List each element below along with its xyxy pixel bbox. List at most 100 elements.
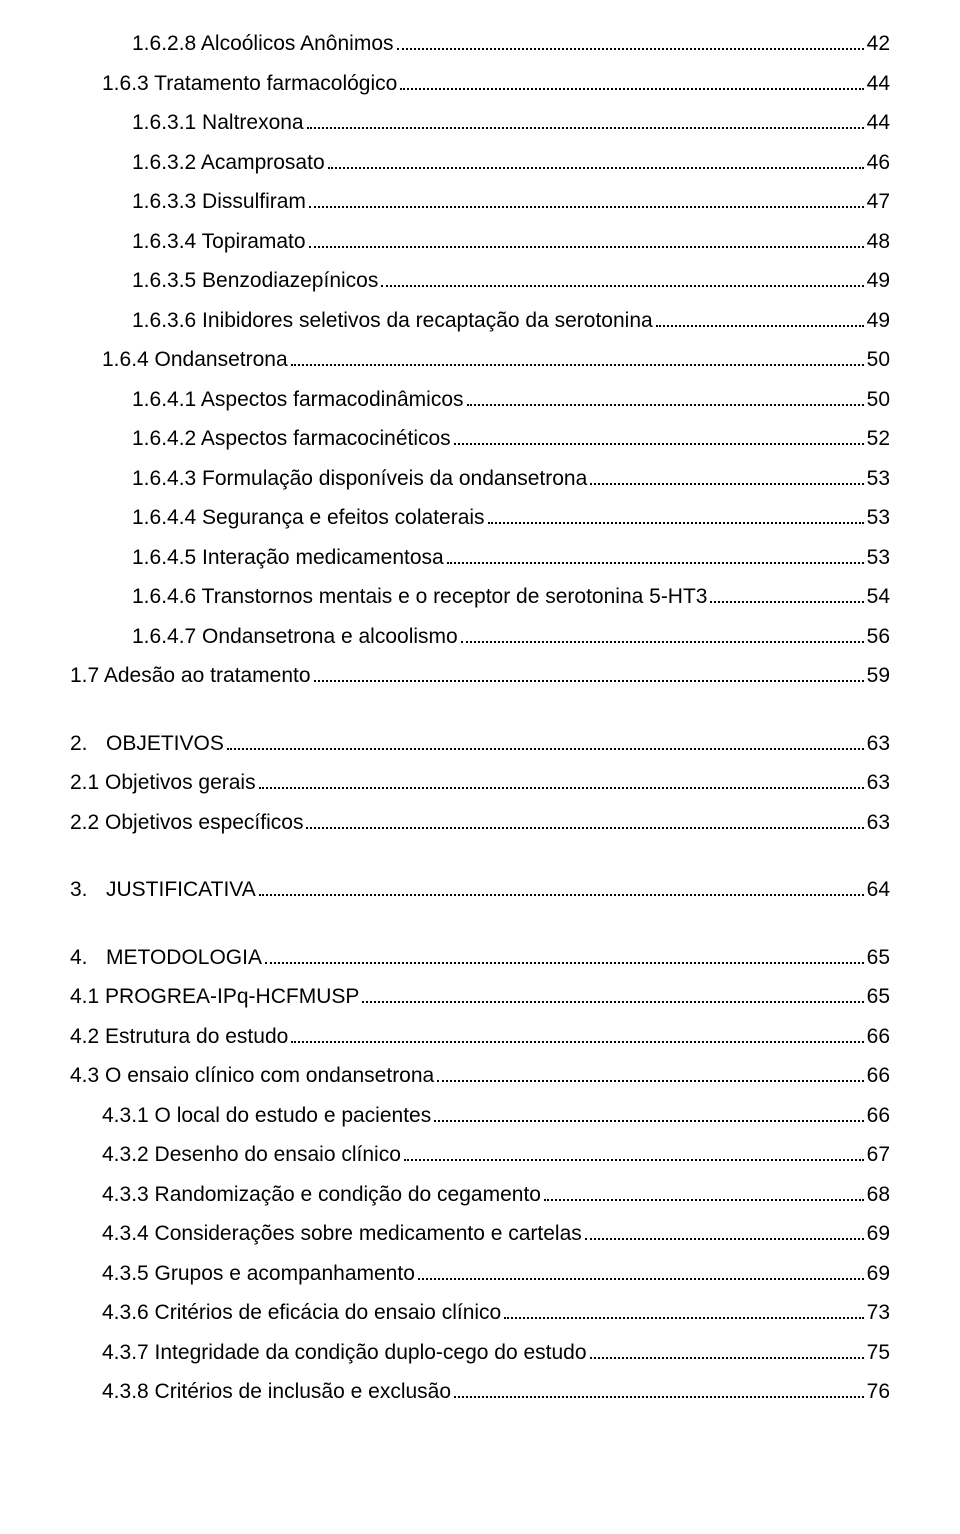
toc-entry-page: 42 xyxy=(867,24,890,64)
toc-entry-page: 52 xyxy=(867,419,890,459)
toc-entry-label: 1.6.3.2 Acamprosato xyxy=(132,143,325,183)
toc-entry-number: 2. xyxy=(70,724,106,764)
toc-dot-leader xyxy=(328,150,864,169)
toc-entry-label: 1.6.4.3 Formulação disponíveis da ondans… xyxy=(132,459,587,499)
toc-dot-leader xyxy=(309,229,864,248)
toc-entry-page: 54 xyxy=(867,577,890,617)
toc-entry-page: 75 xyxy=(867,1333,890,1373)
toc-entry-page: 50 xyxy=(867,340,890,380)
table-of-contents: 1.6.2.8 Alcoólicos Anônimos 421.6.3 Trat… xyxy=(70,24,890,1412)
toc-entry-label: 1.6.3.5 Benzodiazepínicos xyxy=(132,261,378,301)
toc-entry-page: 46 xyxy=(867,143,890,183)
toc-entry: 1.6.4.1 Aspectos farmacodinâmicos 50 xyxy=(70,380,890,420)
toc-entry: 1.7 Adesão ao tratamento 59 xyxy=(70,656,890,696)
toc-entry-label: 1.7 Adesão ao tratamento xyxy=(70,656,311,696)
toc-dot-leader xyxy=(461,624,864,643)
toc-entry-page: 56 xyxy=(867,617,890,657)
toc-entry: 1.6.4.3 Formulação disponíveis da ondans… xyxy=(70,459,890,499)
toc-entry: 4.3.5 Grupos e acompanhamento 69 xyxy=(70,1254,890,1294)
toc-entry: 1.6.2.8 Alcoólicos Anônimos 42 xyxy=(70,24,890,64)
toc-dot-leader xyxy=(291,1024,863,1043)
toc-entry-page: 49 xyxy=(867,261,890,301)
toc-dot-leader xyxy=(404,1142,864,1161)
toc-entry-page: 64 xyxy=(867,870,890,910)
toc-dot-leader xyxy=(362,984,863,1003)
toc-dot-leader xyxy=(381,268,863,287)
toc-dot-leader xyxy=(259,770,864,789)
toc-entry-label: 4.3.7 Integridade da condição duplo-cego… xyxy=(102,1333,587,1373)
toc-dot-leader xyxy=(656,308,864,327)
toc-dot-leader xyxy=(544,1182,864,1201)
toc-entry: 4.3 O ensaio clínico com ondansetrona 66 xyxy=(70,1056,890,1096)
toc-entry: 1.6.3.1 Naltrexona 44 xyxy=(70,103,890,143)
toc-entry-label: 1.6.3 Tratamento farmacológico xyxy=(102,64,397,104)
toc-dot-leader xyxy=(418,1261,864,1280)
toc-entry: 1.6.4.2 Aspectos farmacocinéticos 52 xyxy=(70,419,890,459)
toc-dot-leader xyxy=(400,71,863,90)
toc-dot-leader xyxy=(467,387,864,406)
toc-entry-page: 47 xyxy=(867,182,890,222)
toc-dot-leader xyxy=(309,189,864,208)
toc-entry-page: 50 xyxy=(867,380,890,420)
toc-dot-leader xyxy=(259,877,864,896)
toc-entry: 4.METODOLOGIA 65 xyxy=(70,938,890,978)
toc-dot-leader xyxy=(291,347,864,366)
toc-dot-leader xyxy=(265,945,864,964)
toc-dot-leader xyxy=(710,584,863,603)
toc-entry: 4.3.6 Critérios de eficácia do ensaio cl… xyxy=(70,1293,890,1333)
toc-entry-label: 1.6.3.1 Naltrexona xyxy=(132,103,304,143)
toc-entry-label: 4.3.4 Considerações sobre medicamento e … xyxy=(102,1214,582,1254)
toc-dot-leader xyxy=(504,1300,863,1319)
toc-entry-title: OBJETIVOS xyxy=(106,724,224,764)
toc-dot-leader xyxy=(590,1340,864,1359)
toc-entry-label: 4.2 Estrutura do estudo xyxy=(70,1017,288,1057)
toc-entry-label: 1.6.3.3 Dissulfiram xyxy=(132,182,306,222)
toc-dot-leader xyxy=(227,731,864,750)
toc-entry: 4.3.7 Integridade da condição duplo-cego… xyxy=(70,1333,890,1373)
toc-entry-page: 68 xyxy=(867,1175,890,1215)
toc-entry-page: 44 xyxy=(867,103,890,143)
toc-entry: 4.3.4 Considerações sobre medicamento e … xyxy=(70,1214,890,1254)
toc-dot-leader xyxy=(454,426,864,445)
toc-dot-leader xyxy=(590,466,863,485)
toc-dot-leader xyxy=(447,545,864,564)
toc-entry-page: 66 xyxy=(867,1056,890,1096)
toc-dot-leader xyxy=(437,1063,863,1082)
toc-entry-page: 53 xyxy=(867,498,890,538)
toc-entry: 4.3.3 Randomização e condição do cegamen… xyxy=(70,1175,890,1215)
toc-entry: 4.3.8 Critérios de inclusão e exclusão 7… xyxy=(70,1372,890,1412)
toc-entry-label: 4.3.5 Grupos e acompanhamento xyxy=(102,1254,415,1294)
toc-entry: 4.3.1 O local do estudo e pacientes 66 xyxy=(70,1096,890,1136)
toc-entry-number: 3. xyxy=(70,870,106,910)
toc-entry-label: 4.1 PROGREA-IPq-HCFMUSP xyxy=(70,977,359,1017)
toc-entry-page: 63 xyxy=(867,763,890,803)
toc-entry: 3.JUSTIFICATIVA 64 xyxy=(70,870,890,910)
toc-dot-leader xyxy=(307,110,864,129)
toc-dot-leader xyxy=(306,810,863,829)
toc-entry: 1.6.3.2 Acamprosato 46 xyxy=(70,143,890,183)
toc-entry: 4.1 PROGREA-IPq-HCFMUSP 65 xyxy=(70,977,890,1017)
toc-entry-title: JUSTIFICATIVA xyxy=(106,870,256,910)
toc-entry-page: 63 xyxy=(867,803,890,843)
toc-entry: 2.OBJETIVOS 63 xyxy=(70,724,890,764)
toc-entry-label: 1.6.4.7 Ondansetrona e alcoolismo xyxy=(132,617,458,657)
toc-entry-label: 4.3.2 Desenho do ensaio clínico xyxy=(102,1135,401,1175)
toc-entry-page: 69 xyxy=(867,1214,890,1254)
toc-entry-label: 2.1 Objetivos gerais xyxy=(70,763,256,803)
toc-entry-page: 53 xyxy=(867,459,890,499)
toc-entry-page: 65 xyxy=(867,938,890,978)
toc-entry-number: 4. xyxy=(70,938,106,978)
toc-entry-label: 4.3.8 Critérios de inclusão e exclusão xyxy=(102,1372,451,1412)
toc-entry-label: 2.2 Objetivos específicos xyxy=(70,803,303,843)
toc-entry: 1.6.4.5 Interação medicamentosa 53 xyxy=(70,538,890,578)
toc-dot-leader xyxy=(585,1221,864,1240)
toc-entry: 1.6.3 Tratamento farmacológico 44 xyxy=(70,64,890,104)
toc-entry-page: 69 xyxy=(867,1254,890,1294)
toc-entry-label: 1.6.4.4 Segurança e efeitos colaterais xyxy=(132,498,485,538)
toc-entry-page: 44 xyxy=(867,64,890,104)
toc-entry-label: 1.6.3.6 Inibidores seletivos da recaptaç… xyxy=(132,301,653,341)
toc-dot-leader xyxy=(434,1103,863,1122)
toc-entry-page: 49 xyxy=(867,301,890,341)
toc-entry-page: 59 xyxy=(867,656,890,696)
toc-entry: 1.6.4.4 Segurança e efeitos colaterais 5… xyxy=(70,498,890,538)
